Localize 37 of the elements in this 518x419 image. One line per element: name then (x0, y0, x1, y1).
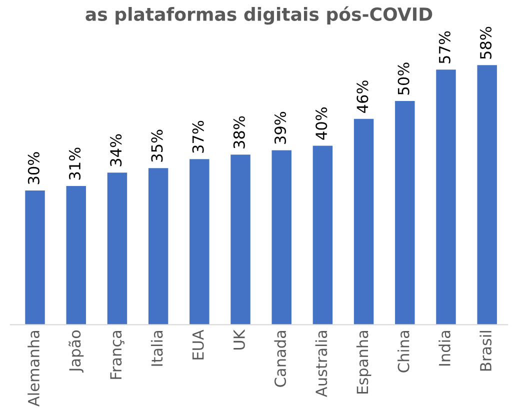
x-tick-label: China (398, 330, 410, 372)
bar (477, 65, 497, 325)
x-tick-label: Australia (315, 330, 328, 398)
x-tick-label: Brasil (480, 331, 492, 371)
x-tick-label: EUA (192, 330, 204, 360)
x-tick-label: Japão (68, 330, 84, 373)
data-label: 46% (356, 80, 368, 113)
data-label: 58% (480, 26, 492, 59)
data-label: 38% (233, 116, 245, 148)
bar (272, 150, 292, 325)
data-label: 30% (28, 152, 40, 184)
x-tick-label: Italia (150, 330, 163, 366)
data-label: 35% (151, 130, 163, 162)
data-label: 31% (68, 148, 81, 180)
bar (148, 168, 168, 325)
data-label: 57% (438, 31, 450, 64)
x-tick-label: França (110, 330, 124, 379)
x-tick-label: Alemanha (28, 330, 40, 407)
x-tick-label: India (438, 330, 450, 366)
data-label: 50% (398, 62, 410, 95)
bar (66, 186, 86, 325)
data-label: 40% (316, 107, 328, 140)
bar (230, 154, 250, 325)
bar (190, 159, 210, 325)
bar (312, 146, 333, 325)
chart-title: as plataformas digitais pós-COVID (86, 6, 432, 25)
data-label: 39% (274, 112, 286, 144)
x-tick-label: Canada (274, 330, 286, 387)
bar (354, 118, 374, 325)
x-tick-label: UK (234, 329, 245, 350)
bar (25, 190, 45, 325)
bar (436, 70, 456, 325)
x-tick-label: Espanha (356, 330, 372, 394)
bar (395, 100, 415, 325)
data-label: 34% (110, 134, 122, 166)
data-label: 37% (192, 120, 204, 153)
bar (107, 172, 128, 325)
